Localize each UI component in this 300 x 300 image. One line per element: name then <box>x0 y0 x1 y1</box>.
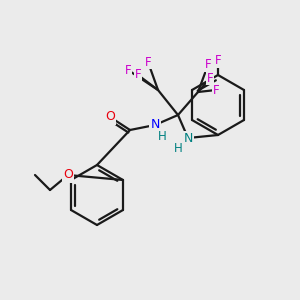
Text: N: N <box>150 118 160 131</box>
Text: O: O <box>63 169 73 182</box>
Text: N: N <box>183 131 193 145</box>
Text: F: F <box>125 64 131 76</box>
Text: F: F <box>205 58 211 71</box>
Text: H: H <box>174 142 182 154</box>
Text: H: H <box>158 130 166 143</box>
Text: O: O <box>105 110 115 124</box>
Text: F: F <box>145 56 151 68</box>
Text: F: F <box>207 71 213 85</box>
Text: F: F <box>135 68 141 82</box>
Text: F: F <box>213 83 219 97</box>
Text: F: F <box>215 55 221 68</box>
